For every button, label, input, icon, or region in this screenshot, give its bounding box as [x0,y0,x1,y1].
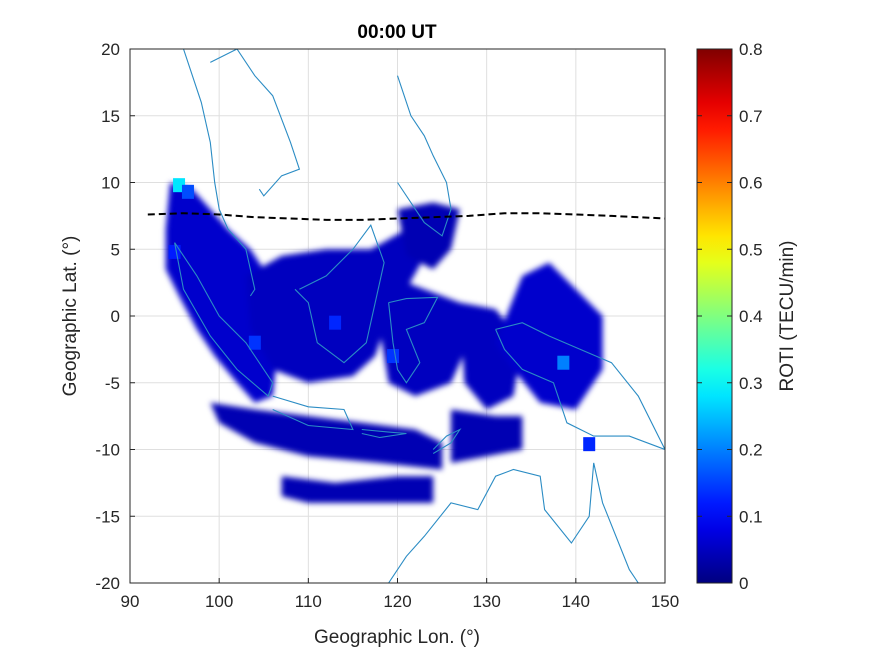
coastline-path [432,428,462,454]
colorbar-tick-label: 0.8 [739,40,763,59]
colorbar-ticks: 0 0.1 0.2 0.3 0.4 0.5 0.6 0.7 0.8 [697,40,763,593]
coastline-path [495,322,665,451]
y-tick-label: -10 [95,441,120,460]
roti-region [210,402,443,470]
x-tick-label: 120 [383,592,411,611]
y-tick-label: 0 [111,307,120,326]
x-tick-label: 100 [205,592,233,611]
coastline-path [361,428,407,439]
roti-hotspot [557,355,570,370]
roti-region [397,202,460,270]
colorbar-tick-label: 0.5 [739,240,763,259]
roti-hotspot [387,349,400,364]
roti-hotspot [329,315,342,330]
colorbar [696,48,733,584]
y-tick-label: -15 [95,507,120,526]
colorbar-tick-label: 0.3 [739,374,763,393]
colorbar-tick-label: 0.2 [739,441,763,460]
magnetic-equator-line [147,212,665,221]
x-tick-label: 130 [472,592,500,611]
coastline-path [294,224,385,364]
roti-hotspot [583,437,596,452]
coastline-path [388,296,439,384]
coastline-path [396,75,452,237]
y-tick-label: 15 [101,107,120,126]
roti-region [379,275,469,397]
y-tick-label: -20 [95,574,120,593]
coastline-path [182,49,256,297]
roti-hotspot [168,244,181,259]
roti-heatmap [165,182,603,503]
colorbar-tick-label: 0 [739,574,748,593]
y-axis-ticks: -20 -15 -10 -5 0 5 10 15 20 [95,40,135,593]
x-tick-label: 90 [121,592,140,611]
roti-region [451,409,523,463]
y-tick-label: 20 [101,40,120,59]
roti-hotspot [181,184,194,199]
coastline-path [174,242,274,398]
colorbar-tick-label: 0.4 [739,307,763,326]
x-tick-label: 140 [562,592,590,611]
colorbar-label: ROTI (TECU/min) [777,241,798,392]
y-tick-label: 10 [101,174,120,193]
x-tick-label: 150 [651,592,679,611]
y-tick-label: -5 [105,374,120,393]
x-tick-label: 110 [295,592,322,611]
x-axis-label: Geographic Lon. (°) [314,627,480,648]
colorbar-tick-label: 0.1 [739,507,763,526]
x-axis-ticks: 90 100 110 120 130 140 150 [121,578,679,611]
chart-title: 00:00 UT [357,22,437,43]
coastline-path [210,49,301,197]
roti-hotspot [248,335,261,350]
roti-map [147,49,665,583]
y-axis-label: Geographic Lat. (°) [60,236,81,397]
coastline-path [272,395,354,431]
coastline-path [388,462,639,583]
colorbar-tick-label: 0.6 [739,174,763,193]
colorbar-tick-label: 0.7 [739,107,763,126]
y-tick-label: 5 [111,240,120,259]
coastline [174,49,665,583]
roti-region [281,476,434,503]
